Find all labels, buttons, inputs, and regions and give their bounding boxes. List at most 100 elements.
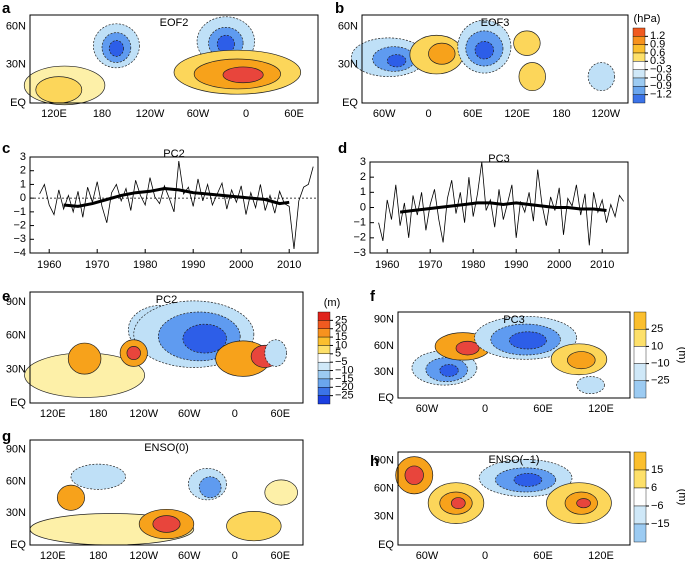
lat-label: 90N: [374, 454, 394, 466]
y-tick-label: 3: [360, 156, 366, 168]
contour-region: [70, 463, 126, 490]
colorbar-label: 0.3: [650, 55, 665, 67]
map: [24, 291, 304, 404]
x-tick-label: 2010: [277, 259, 301, 271]
contour-region: [222, 66, 264, 84]
y-tick-label: −2: [13, 219, 26, 231]
colorbar-label: 25: [651, 323, 663, 335]
lon-label: 60E: [533, 403, 553, 415]
colorbar-label: 15: [651, 464, 663, 476]
lat-label: 60N: [6, 475, 26, 487]
map: [23, 14, 319, 106]
lat-label: 60N: [6, 20, 26, 32]
colorbar-label: −15: [651, 518, 670, 530]
contour-region: [226, 511, 282, 542]
lat-label: EQ: [378, 392, 394, 404]
colorbar-label: −10: [335, 364, 354, 376]
lon-label: 60W: [373, 108, 396, 120]
y-tick-label: 0: [20, 192, 26, 204]
panel-title: ENSO(0): [144, 442, 189, 454]
lon-label: 0: [425, 108, 431, 120]
panel-title: EOF2: [160, 17, 189, 29]
x-tick-label: 1980: [133, 259, 157, 271]
map-frame: [397, 451, 631, 546]
y-tick-label: 0: [360, 201, 366, 213]
map: [395, 451, 631, 546]
colorbar-label: 10: [651, 340, 663, 352]
y-tick-label: 2: [360, 171, 366, 183]
colorbar-segment: [317, 336, 331, 346]
contour-region: [428, 42, 456, 65]
colorbar-segment: [633, 505, 647, 525]
x-tick-label: 2000: [229, 259, 253, 271]
lon-label: 120E: [41, 108, 67, 120]
lon-label: 120E: [588, 403, 614, 415]
lat-label: 60N: [374, 340, 394, 352]
map: [29, 439, 304, 546]
colorbar-label: −25: [335, 390, 354, 402]
lat-label: EQ: [378, 539, 394, 551]
lat-label: 60N: [374, 483, 394, 495]
lon-label: 180: [89, 408, 107, 420]
contour-region: [264, 479, 298, 506]
colorbar-label: −0.3: [650, 64, 672, 76]
pc-series: [39, 161, 314, 249]
contour-region: [576, 498, 591, 509]
lon-label: 60W: [416, 403, 439, 415]
y-tick-label: 3: [20, 151, 26, 163]
lon-label: 60E: [533, 550, 553, 561]
colorbar-segment: [632, 27, 646, 37]
y-tick-label: −4: [13, 247, 26, 259]
colorbar-label: 1.2: [650, 30, 665, 42]
map-frame: [397, 311, 631, 399]
y-tick-label: 2: [20, 165, 26, 177]
lon-label: 60W: [178, 550, 201, 561]
colorbar-label: 15: [335, 331, 347, 343]
colorbar-segment: [633, 329, 647, 347]
contour-region: [126, 346, 141, 361]
colorbar-segment: [317, 395, 331, 405]
contour-region: [182, 323, 227, 354]
colorbar-segment: [632, 44, 646, 54]
y-tick-label: −1: [353, 217, 366, 229]
contour-region: [56, 484, 85, 511]
pc-trend: [63, 186, 290, 208]
panel-letter: d: [338, 140, 347, 157]
plot-frame: [29, 156, 319, 254]
x-tick-label: 1960: [375, 259, 399, 271]
y-tick-label: −2: [353, 232, 366, 244]
y-tick-label: −1: [13, 206, 26, 218]
colorbar-label: −10: [651, 358, 670, 370]
panel-title: ENSO(−1): [488, 454, 539, 466]
colorbar-segment: [317, 361, 331, 371]
x-tick-label: 1970: [85, 259, 109, 271]
colorbar-segment: [633, 523, 647, 543]
lat-label: 60N: [6, 330, 26, 342]
panel-letter: f: [370, 288, 376, 305]
contour-region: [404, 465, 424, 485]
contour-region: [35, 76, 83, 104]
lon-label: 60W: [187, 108, 210, 120]
map-frame: [361, 14, 629, 104]
lon-label: 120E: [504, 108, 530, 120]
contour-region: [567, 351, 596, 370]
pc-trend: [399, 201, 607, 214]
colorbar-label: 0.9: [650, 39, 665, 51]
colorbar-label: −15: [335, 373, 354, 385]
panel-title: EOF3: [481, 17, 510, 29]
colorbar-segment: [633, 363, 647, 382]
contour-region: [216, 34, 235, 54]
panel-letter: a: [2, 0, 11, 17]
colorbar-label: −20: [335, 381, 354, 393]
lon-label: 0: [243, 108, 249, 120]
lon-label: 120E: [40, 550, 66, 561]
colorbar-segment: [632, 86, 646, 95]
colorbar-segment: [633, 311, 647, 330]
lon-label: 120E: [588, 550, 614, 561]
lat-label: 90N: [6, 443, 26, 455]
lon-label: 60W: [416, 550, 439, 561]
y-tick-label: −3: [13, 233, 26, 245]
colorbar-label: 20: [335, 323, 347, 335]
contour-region: [474, 41, 495, 60]
colorbar-segment: [633, 380, 647, 399]
